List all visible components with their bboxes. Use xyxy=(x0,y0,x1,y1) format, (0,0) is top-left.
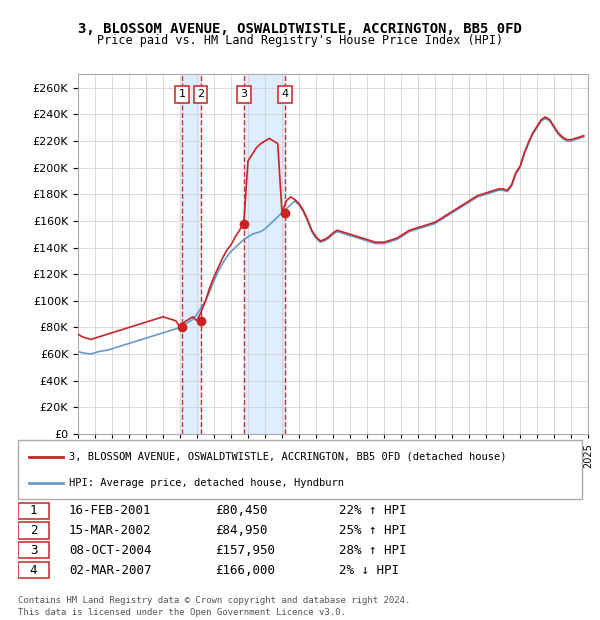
FancyBboxPatch shape xyxy=(18,542,49,559)
Text: 16-FEB-2001: 16-FEB-2001 xyxy=(69,504,151,517)
FancyBboxPatch shape xyxy=(18,440,582,499)
Text: 3, BLOSSOM AVENUE, OSWALDTWISTLE, ACCRINGTON, BB5 0FD (detached house): 3, BLOSSOM AVENUE, OSWALDTWISTLE, ACCRIN… xyxy=(69,452,506,462)
Text: 28% ↑ HPI: 28% ↑ HPI xyxy=(340,544,407,557)
Text: 15-MAR-2002: 15-MAR-2002 xyxy=(69,524,151,537)
Text: 08-OCT-2004: 08-OCT-2004 xyxy=(69,544,151,557)
FancyBboxPatch shape xyxy=(18,523,49,539)
Text: £157,950: £157,950 xyxy=(215,544,275,557)
FancyBboxPatch shape xyxy=(18,503,49,519)
Text: 1: 1 xyxy=(30,504,37,517)
Text: 3: 3 xyxy=(30,544,37,557)
Text: £166,000: £166,000 xyxy=(215,564,275,577)
Text: 25% ↑ HPI: 25% ↑ HPI xyxy=(340,524,407,537)
Text: This data is licensed under the Open Government Licence v3.0.: This data is licensed under the Open Gov… xyxy=(18,608,346,617)
Text: HPI: Average price, detached house, Hyndburn: HPI: Average price, detached house, Hynd… xyxy=(69,477,344,487)
FancyBboxPatch shape xyxy=(18,562,49,578)
Text: 2: 2 xyxy=(197,89,204,99)
Text: Contains HM Land Registry data © Crown copyright and database right 2024.: Contains HM Land Registry data © Crown c… xyxy=(18,596,410,606)
Text: Price paid vs. HM Land Registry's House Price Index (HPI): Price paid vs. HM Land Registry's House … xyxy=(97,34,503,47)
Text: 2: 2 xyxy=(30,524,37,537)
Bar xyxy=(244,74,285,434)
Text: 4: 4 xyxy=(281,89,289,99)
Text: 02-MAR-2007: 02-MAR-2007 xyxy=(69,564,151,577)
Text: 3: 3 xyxy=(241,89,248,99)
Text: £84,950: £84,950 xyxy=(215,524,268,537)
Text: 2% ↓ HPI: 2% ↓ HPI xyxy=(340,564,400,577)
Text: 22% ↑ HPI: 22% ↑ HPI xyxy=(340,504,407,517)
Bar xyxy=(182,74,200,434)
Text: 4: 4 xyxy=(30,564,37,577)
Text: £80,450: £80,450 xyxy=(215,504,268,517)
Text: 3, BLOSSOM AVENUE, OSWALDTWISTLE, ACCRINGTON, BB5 0FD: 3, BLOSSOM AVENUE, OSWALDTWISTLE, ACCRIN… xyxy=(78,22,522,36)
Text: 1: 1 xyxy=(179,89,185,99)
